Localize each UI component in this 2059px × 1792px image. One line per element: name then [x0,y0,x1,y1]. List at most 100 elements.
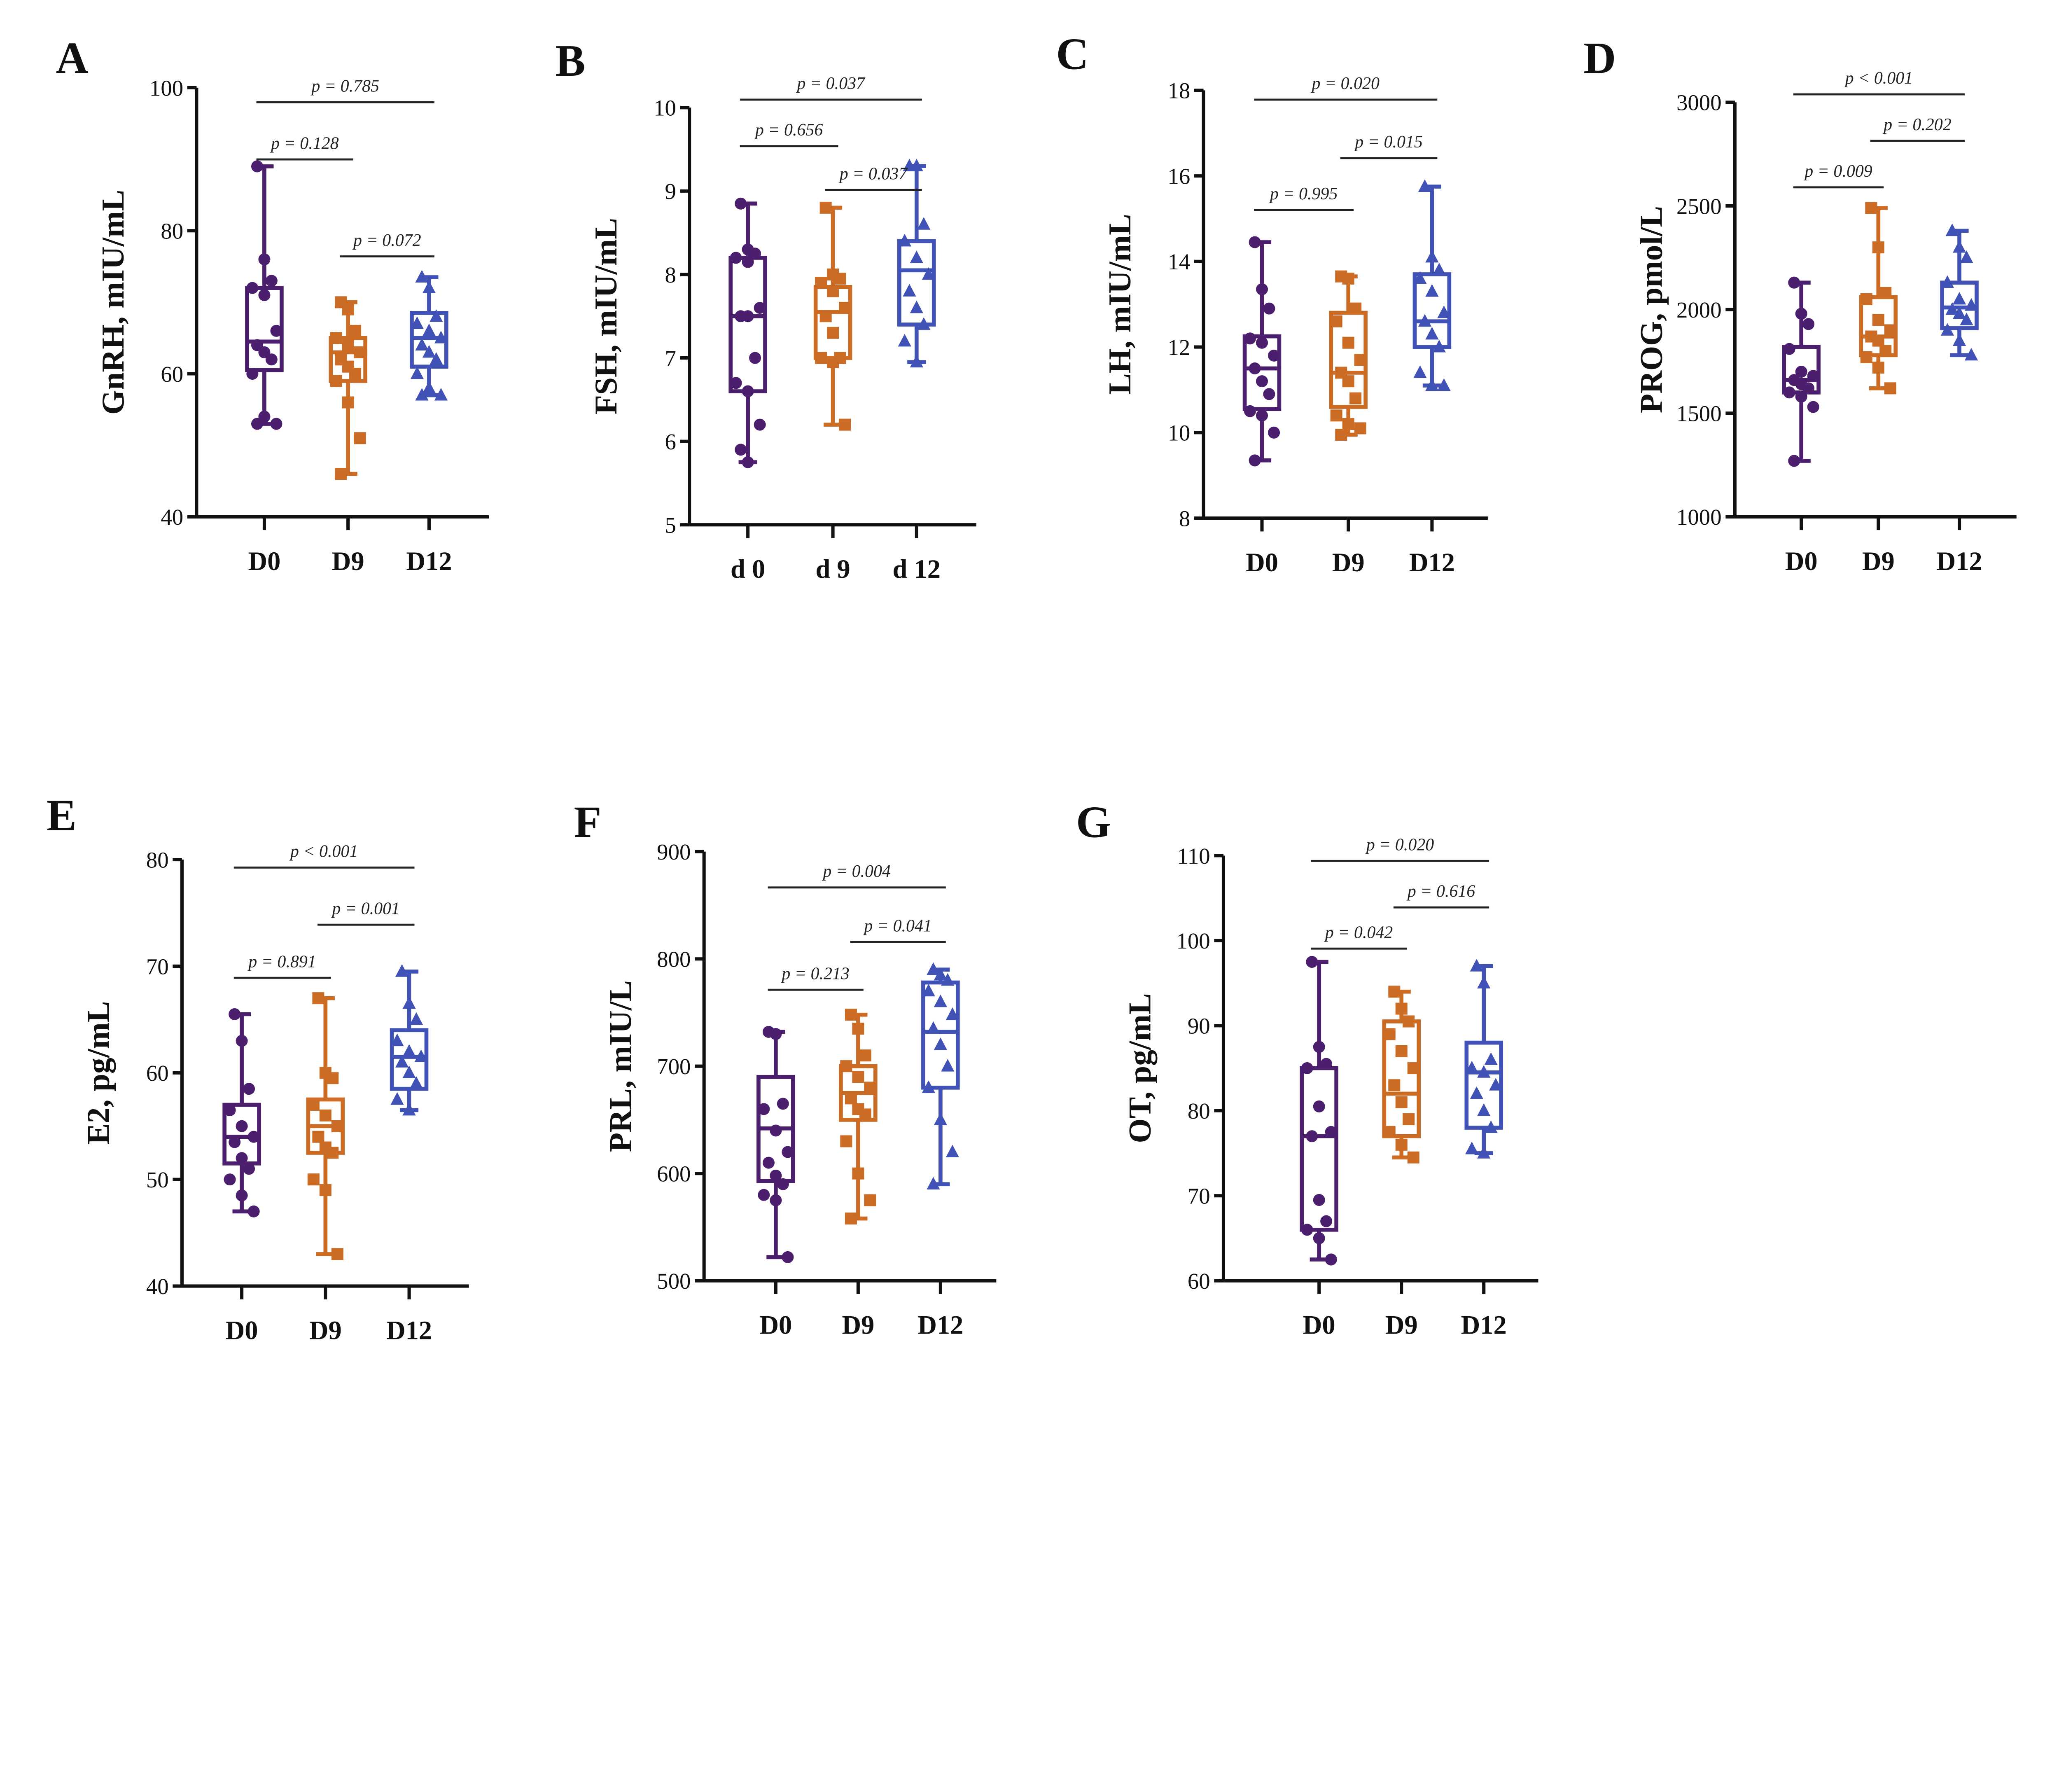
data-point-circle [224,1173,236,1186]
data-point-triangle [1940,323,1954,336]
data-point-triangle [1425,378,1439,391]
y-tick-label: 900 [657,839,691,864]
data-point-square [1860,293,1872,305]
data-point-circle [1783,386,1795,399]
data-point-square [1407,1062,1419,1075]
data-point-square [827,285,839,297]
data-point-square [331,1120,343,1132]
data-point-circle [1249,362,1261,375]
data-point-square [1879,345,1892,357]
data-point-triangle [1432,339,1446,353]
data-point-circle [251,418,264,430]
y-tick-label: 8 [1179,506,1190,531]
p-value-label: p = 0.656 [754,121,823,140]
data-point-triangle [1952,240,1966,253]
panel-B: B 5 6 7 8 9 10 FSH, mIU/mL d 0 d 9 d 12 p = 0.037 p … [555,35,976,584]
data-point-triangle [1413,365,1427,378]
y-tick-label: 1000 [1676,505,1722,530]
box-D0 [245,160,284,430]
data-point-circle [247,1205,260,1217]
data-point-square [354,346,366,358]
data-point-triangle [934,994,947,1007]
data-point-circle [1795,390,1807,403]
data-point-square [839,301,851,314]
box-D12 [390,964,429,1116]
data-point-triangle [422,323,436,336]
y-tick-label: 18 [1167,78,1190,103]
y-tick-label: 100 [1176,928,1210,953]
data-point-circle [270,325,282,337]
panel-F: F 500 600 700 800 900 PRL, mIU/L D0 D9 D12 p = 0.0… [574,797,997,1340]
data-point-circle [1313,1232,1325,1244]
data-point-triangle [434,330,448,343]
data-point-square [327,1072,339,1084]
data-point-triangle [395,1055,409,1068]
y-tick-label: 100 [149,75,183,100]
data-point-triangle [917,217,931,230]
data-point-square [1354,354,1366,366]
data-point-circle [270,418,282,430]
data-point-circle [1795,366,1807,378]
data-point-square [312,992,324,1005]
data-point-triangle [1418,179,1432,192]
data-point-square [1403,1113,1415,1125]
data-point-square [834,273,846,285]
data-point-triangle [1437,305,1451,318]
data-point-triangle [390,1092,404,1105]
data-point-triangle [422,345,436,358]
data-point-square [1395,1002,1408,1015]
x-tick-label: D9 [309,1316,342,1345]
data-point-square [845,1213,857,1225]
data-point-circle [236,1189,248,1202]
panel-letter: B [555,35,585,86]
data-point-square [1884,382,1896,395]
data-point-triangle [1437,378,1451,391]
p-value-label: p = 0.891 [247,952,316,971]
data-point-square [335,468,347,480]
y-tick-label: 40 [146,1274,169,1299]
data-point-circle [243,1163,255,1175]
data-point-square [1342,272,1354,285]
data-point-square [354,432,366,444]
y-tick-label: 70 [1188,1184,1210,1209]
data-point-triangle [1413,271,1427,284]
x-tick-label: d 9 [815,554,850,584]
data-point-triangle [1465,1141,1479,1154]
box-D0 [1782,276,1821,467]
data-point-square [331,1248,343,1260]
y-tick-label: 80 [1188,1098,1210,1124]
data-point-circle [742,310,754,322]
data-point-square [1342,375,1354,388]
y-tick-label: 6 [665,429,676,454]
data-point-circle [247,1131,260,1143]
data-point-circle [1301,1224,1313,1236]
data-point-triangle [1425,327,1439,340]
x-tick-label: D0 [759,1311,792,1340]
data-point-circle [1244,332,1256,345]
data-point-triangle [1484,1120,1498,1133]
data-point-square [852,1071,864,1083]
p-value-label: p = 0.616 [1406,882,1475,901]
p-value-label: p < 0.001 [1844,69,1913,88]
y-tick-label: 16 [1167,164,1190,189]
y-tick-label: 700 [657,1054,691,1079]
data-point-square [1335,428,1347,441]
data-point-circle [1306,956,1318,968]
data-point-triangle [910,159,923,171]
data-point-square [1388,986,1401,998]
data-point-square [852,1167,864,1180]
box-D12 [921,962,960,1190]
data-point-square [852,1023,864,1035]
data-point-circle [1301,1062,1313,1075]
data-point-triangle [1477,976,1491,988]
data-point-square [1865,202,1877,214]
data-point-square [815,277,827,289]
y-tick-label: 2000 [1676,297,1722,322]
data-point-triangle [945,1007,959,1020]
y-tick-label: 10 [654,96,676,121]
data-point-square [1872,314,1884,326]
data-point-square [1354,422,1366,435]
box-D12 [410,270,448,401]
data-point-triangle [430,309,443,322]
